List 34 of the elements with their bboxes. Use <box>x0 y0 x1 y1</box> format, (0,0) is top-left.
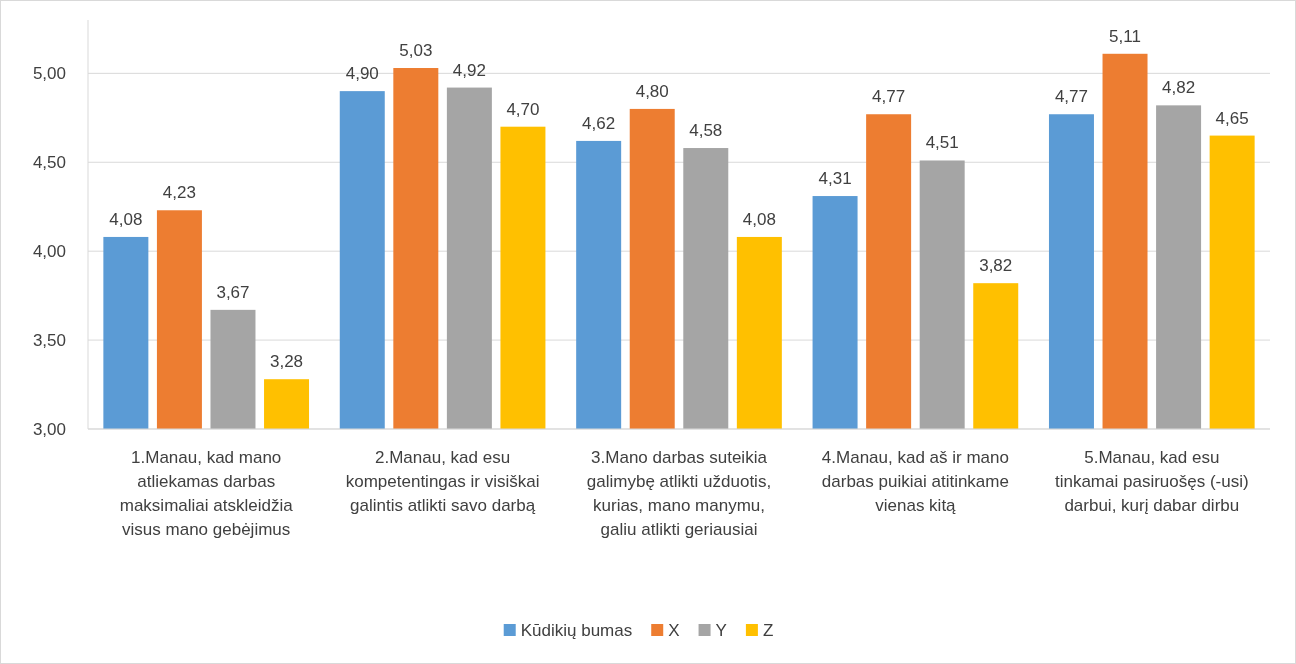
x-tick-label: 3.Mano darbas suteikia galimybę atlikti užduotis, kurias, mano manymu, galiu atlikti geriausiai <box>586 448 772 539</box>
data-label: 4,77 <box>1054 87 1089 107</box>
y-tick-label: 3,50 <box>32 331 66 351</box>
data-label: 4,58 <box>689 121 723 141</box>
legend-label: X <box>668 620 680 640</box>
data-label: 5,03 <box>399 41 433 61</box>
y-tick-label: 4,00 <box>32 242 66 262</box>
legend-label: Z <box>762 620 774 640</box>
data-label: 4,23 <box>162 183 196 203</box>
data-label: 4,51 <box>925 133 959 153</box>
data-label: 3,82 <box>979 256 1013 276</box>
data-label: 4,82 <box>1162 78 1196 98</box>
data-label: 4,08 <box>742 209 776 229</box>
data-label: 4,08 <box>109 209 143 229</box>
data-label: 3,67 <box>216 282 250 302</box>
data-label: 5,11 <box>1109 26 1141 46</box>
x-tick-label: 4.Manau, kad aš ir mano darbas puikiai atitinkame vienas kitą <box>821 448 1009 515</box>
x-tick-label: 2.Manau, kad esu kompetentingas ir visiškai galintis atlikti savo darbą <box>345 448 540 515</box>
data-label: 4,62 <box>582 113 616 133</box>
data-label: 3,28 <box>269 352 304 372</box>
legend-label: Kūdikių bumas <box>520 620 633 640</box>
x-tick-label: 1.Manau, kad mano atliekamas darbas maksimaliai atskleidžia visus mano gebėjimus <box>119 448 294 539</box>
y-tick-label: 4,50 <box>32 153 66 173</box>
data-label: 4,92 <box>452 60 486 80</box>
data-label: 4,31 <box>818 169 852 189</box>
y-tick-label: 3,00 <box>32 419 66 439</box>
y-tick-label: 5,00 <box>32 64 66 84</box>
legend-label: Y <box>715 620 727 640</box>
data-label: 4,65 <box>1215 108 1249 128</box>
x-tick-label: 5.Manau, kad esu tinkamai pasiruošęs (-usi) darbui, kurį dabar dirbu <box>1054 448 1249 515</box>
data-label: 4,90 <box>345 64 379 84</box>
data-label: 4,77 <box>872 87 906 107</box>
data-label: 4,70 <box>506 99 540 119</box>
data-label: 4,80 <box>635 81 669 101</box>
